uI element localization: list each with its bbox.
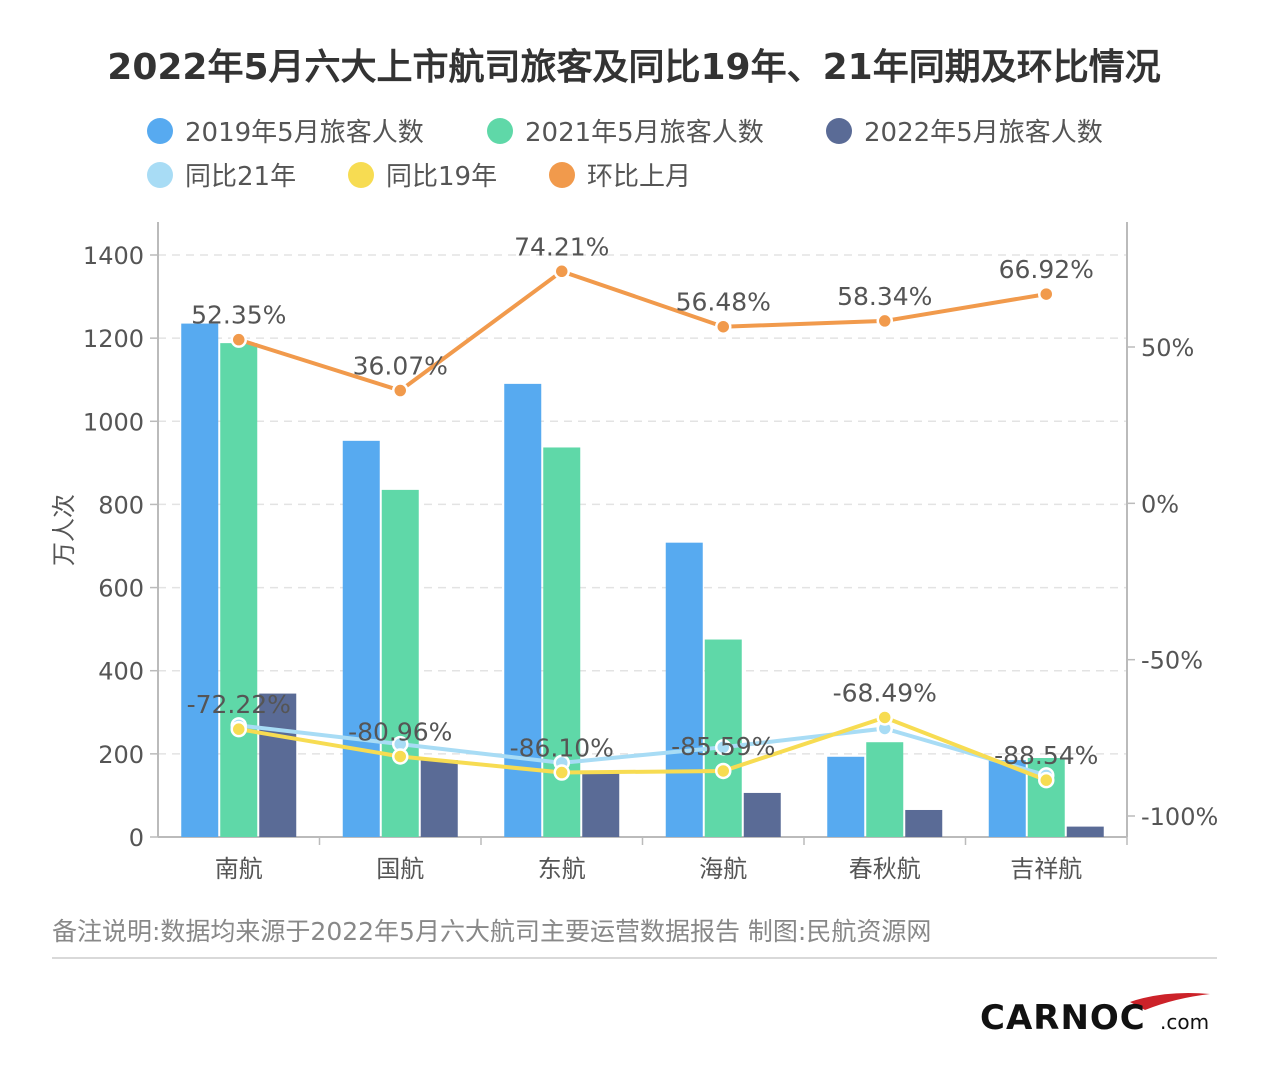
bar-2022 [259,693,297,837]
carnoc-logo[interactable]: CARNOC .com [980,992,1220,1042]
y-tick-label: 800 [98,491,144,519]
data-label-mom: 66.92% [999,255,1094,284]
bar-2019 [827,756,865,837]
legend-item-mom[interactable]: 环比上月 [549,156,691,193]
data-label-mom: 74.21% [514,232,609,261]
point-yoy19 [1038,771,1055,789]
bar-2022 [905,809,943,837]
divider [52,957,1217,959]
legend-item-2021[interactable]: 2021年5月旅客人数 [487,112,764,149]
data-label-mom: 58.34% [837,282,932,311]
legend-label-yoy19: 同比19年 [386,162,498,192]
y-tick-label: 1000 [83,408,144,436]
point-yoy19 [392,748,409,765]
point-mom [230,331,247,348]
legend-label-2021: 2021年5月旅客人数 [525,118,764,148]
x-tick-label: 吉祥航 [1010,855,1082,883]
y-tick-label: 200 [98,741,144,769]
y-tick-label: 0 [129,824,144,852]
data-label-yoy19: -72.22% [187,690,291,719]
point-mom [553,263,570,280]
data-label-mom: 56.48% [676,288,771,317]
point-yoy19 [553,764,570,781]
legend-item-yoy19[interactable]: 同比19年 [348,156,497,193]
data-label-yoy19: -80.96% [348,717,452,746]
data-label-mom: 36.07% [353,352,448,381]
y-tick-label: 1200 [83,325,144,353]
data-label-mom: 52.35% [191,301,286,330]
legend-dot-yoy21 [147,161,173,188]
point-yoy19 [715,762,732,780]
legend-dot-2019 [147,117,173,144]
bar-2019 [342,440,380,837]
y2-tick-label: 0% [1141,490,1179,518]
point-mom [1038,285,1055,303]
data-label-yoy19: -86.10% [510,734,614,763]
y2-tick-label: -100% [1141,803,1218,831]
legend-dot-mom [549,161,575,188]
y2-tick-label: 50% [1141,334,1194,362]
legend-label-2019: 2019年5月旅客人数 [185,118,424,148]
legend-dot-yoy19 [348,161,374,188]
data-label-yoy19: -68.49% [833,678,937,707]
x-tick-label: 春秋航 [849,855,921,883]
bar-2022 [1066,826,1104,837]
legend-item-2022[interactable]: 2022年5月旅客人数 [826,112,1103,149]
legend-item-2019[interactable]: 2019年5月旅客人数 [147,112,424,149]
y-axis-label: 万人次 [50,494,78,566]
x-tick-label: 海航 [699,855,747,883]
x-tick-label: 国航 [376,855,424,883]
legend-label-yoy21: 同比21年 [185,162,297,192]
bar-2021 [704,639,742,837]
point-mom [392,382,409,399]
line-yoy21 [238,723,1047,778]
legend-dot-2021 [487,117,513,144]
bar-2021 [866,742,904,837]
data-label-yoy19: -88.54% [994,741,1098,770]
bar-2022 [420,760,458,837]
bar-2019 [988,760,1026,837]
logo-wordmark: CARNOC [980,998,1146,1038]
bar-2021 [220,343,258,837]
point-yoy19 [230,720,247,738]
point-yoy21 [715,738,732,756]
bar-2019 [665,542,703,837]
line-yoy19 [238,715,1047,783]
bar-2019 [181,323,219,837]
bar-2022 [582,770,620,837]
legend-label-2022: 2022年5月旅客人数 [864,118,1103,148]
legend-label-mom: 环比上月 [587,162,692,192]
point-mom [715,318,732,335]
y-tick-label: 1400 [83,242,144,270]
legend-item-yoy21[interactable]: 同比21年 [147,156,296,193]
combo-chart: 0 200 400 600 800 1000 1200 1400 -100% -50% 0% 50% 万… [50,222,1218,883]
chart-title: 2022年5月六大上市航司旅客及同比19年、21年同期及环比情况 [107,47,1161,88]
point-yoy19 [876,709,893,726]
logo-swoosh-icon [1130,993,1210,1010]
x-tick-label: 南航 [215,855,263,883]
bar-2021 [381,489,419,837]
y-tick-label: 400 [98,658,144,686]
legend-dot-2022 [826,117,852,144]
line-mom [238,269,1047,393]
x-tick-label: 东航 [538,855,586,883]
bar-2022 [743,792,781,837]
data-label-yoy19: -85.59% [671,732,775,761]
y2-tick-label: -50% [1141,647,1203,675]
logo-domain: .com [1160,1010,1210,1034]
point-mom [876,312,893,330]
y-tick-label: 600 [98,575,144,603]
footnote: 备注说明:数据均来源于2022年5月六大航司主要运营数据报告 制图:民航资源网 [52,917,932,946]
